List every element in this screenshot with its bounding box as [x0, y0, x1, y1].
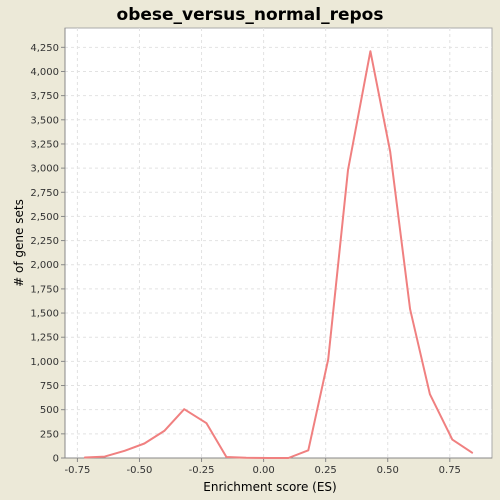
- y-tick-label: 1,250: [30, 333, 59, 344]
- y-tick-label: 2,250: [30, 236, 59, 247]
- x-tick-label: 0.75: [439, 465, 461, 476]
- y-tick-label: 1,000: [30, 357, 59, 368]
- y-tick-label: 0: [53, 454, 59, 465]
- x-tick-label: 0.00: [252, 465, 274, 476]
- y-tick-label: 3,500: [30, 115, 59, 126]
- axes: 0 250 500 750 1,000 1,250 1,500 1,750 2,000 2,250…: [30, 28, 492, 476]
- y-tick-label: 4,250: [30, 43, 59, 54]
- y-tick-label: 4,000: [30, 67, 59, 78]
- x-tick-label: -0.50: [127, 465, 153, 476]
- y-axis-label: # of gene sets: [12, 199, 26, 287]
- x-axis-label: Enrichment score (ES): [203, 480, 336, 494]
- x-tick-label: 0.25: [315, 465, 337, 476]
- y-tick-label: 3,750: [30, 91, 59, 102]
- y-tick-label: 3,250: [30, 139, 59, 150]
- x-tick-label: 0.50: [377, 465, 399, 476]
- y-tick-label: 2,000: [30, 260, 59, 271]
- y-tick-label: 3,000: [30, 164, 59, 175]
- y-tick-label: 1,750: [30, 284, 59, 295]
- y-tick-label: 500: [40, 405, 59, 416]
- plot-area: [64, 27, 493, 459]
- y-tick-label: 2,750: [30, 188, 59, 199]
- y-tick-label: 750: [40, 381, 59, 392]
- x-tick-label: -0.25: [189, 465, 215, 476]
- series-line: [83, 50, 474, 459]
- x-tick-label: -0.75: [64, 465, 90, 476]
- y-tick-label: 250: [40, 429, 59, 440]
- y-tick-label: 1,500: [30, 309, 59, 320]
- series-layer: [83, 50, 474, 459]
- chart-title: obese_versus_normal_repos: [117, 5, 384, 25]
- y-tick-label: 2,500: [30, 212, 59, 223]
